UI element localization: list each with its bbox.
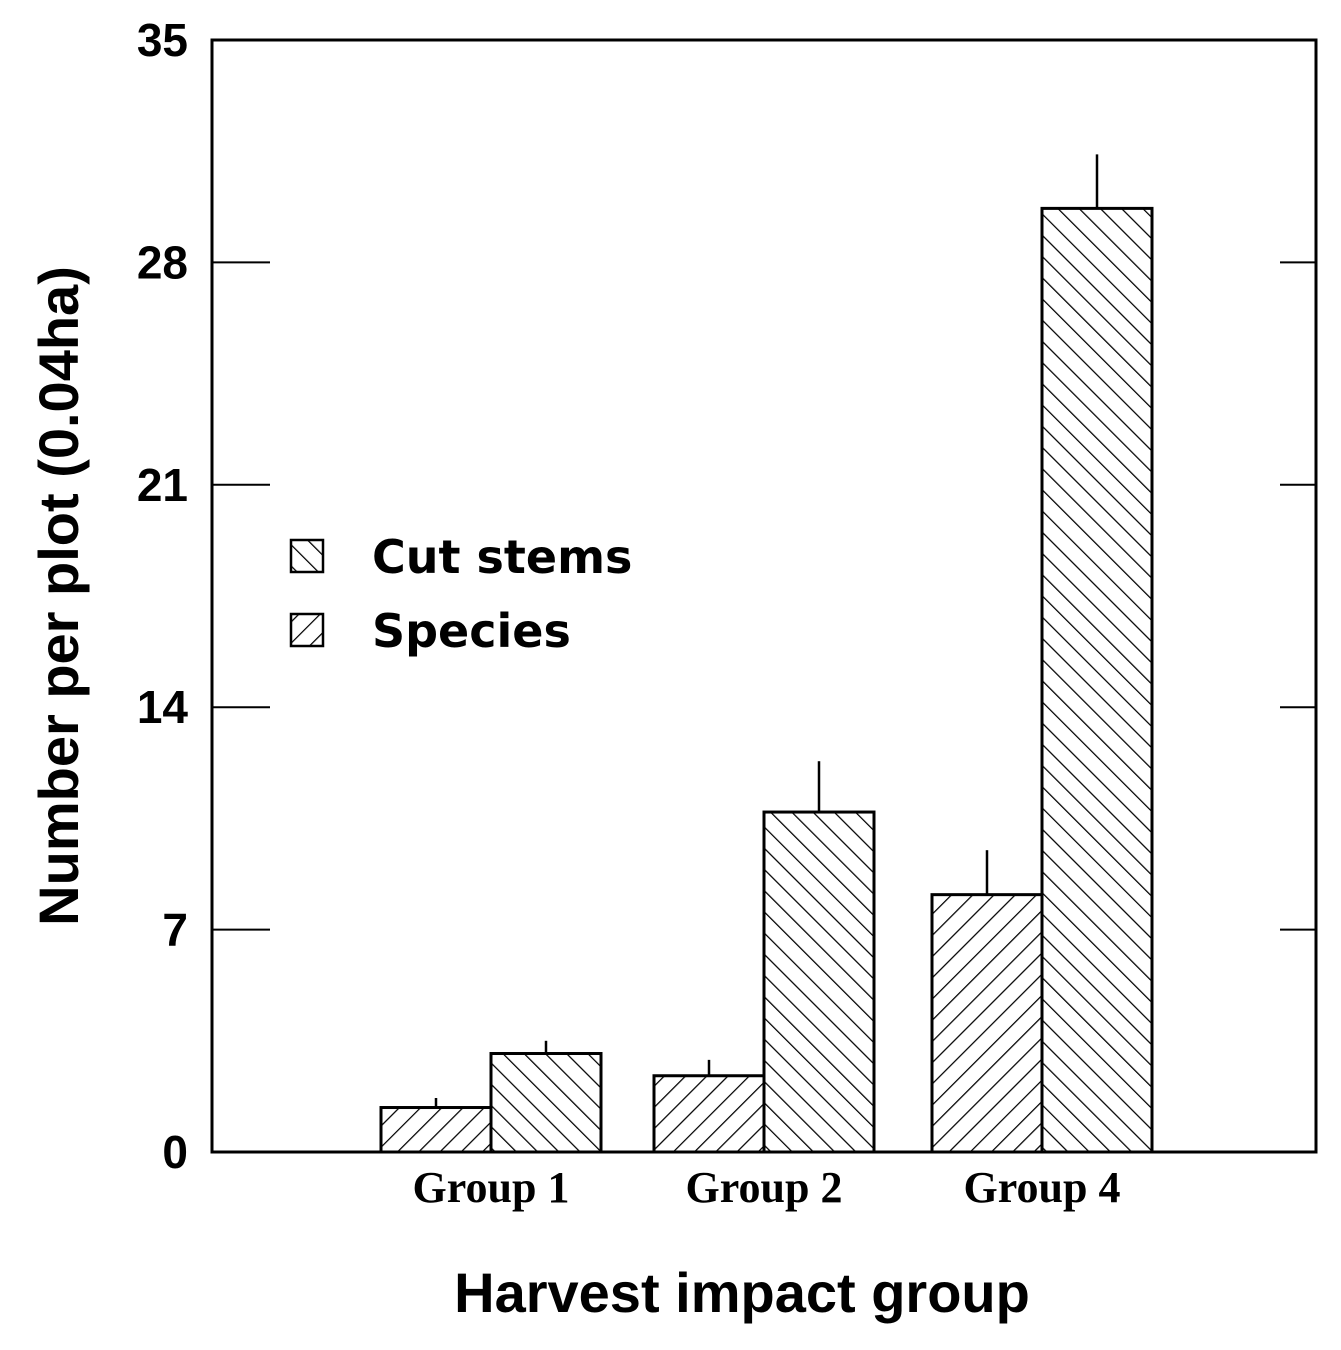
y-axis-title: Number per plot (0.04ha): [27, 266, 90, 926]
bar-cut-stems: [1040, 206, 1154, 1154]
legend: Cut stems Species: [289, 530, 632, 658]
legend-label: Cut stems: [372, 530, 632, 584]
x-tick-label: Group 2: [686, 1163, 843, 1212]
legend-swatch: [289, 612, 325, 648]
bar-cut-stems: [489, 1052, 603, 1154]
y-tick-label: 14: [137, 681, 189, 733]
x-axis-title: Harvest impact group: [454, 1261, 1030, 1324]
x-tick-label: Group 1: [413, 1163, 570, 1212]
legend-label: Species: [372, 604, 571, 658]
x-axis-categories: Group 1 Group 2 Group 4: [413, 1163, 1121, 1212]
x-tick-label: Group 4: [964, 1163, 1121, 1212]
bars-group: [379, 154, 1154, 1154]
bar-species: [652, 1074, 766, 1154]
y-tick-label: 28: [137, 236, 188, 288]
y-tick-label: 35: [137, 14, 188, 66]
y-tick-label: 21: [137, 459, 188, 511]
y-tick-label: 0: [162, 1126, 188, 1178]
legend-swatch: [289, 538, 325, 574]
bar-species: [930, 893, 1044, 1154]
y-axis: 0 7 14 21 28 35: [137, 14, 1316, 1178]
bar-species: [379, 1106, 493, 1154]
bar-cut-stems: [762, 810, 876, 1154]
y-tick-label: 7: [162, 904, 188, 956]
